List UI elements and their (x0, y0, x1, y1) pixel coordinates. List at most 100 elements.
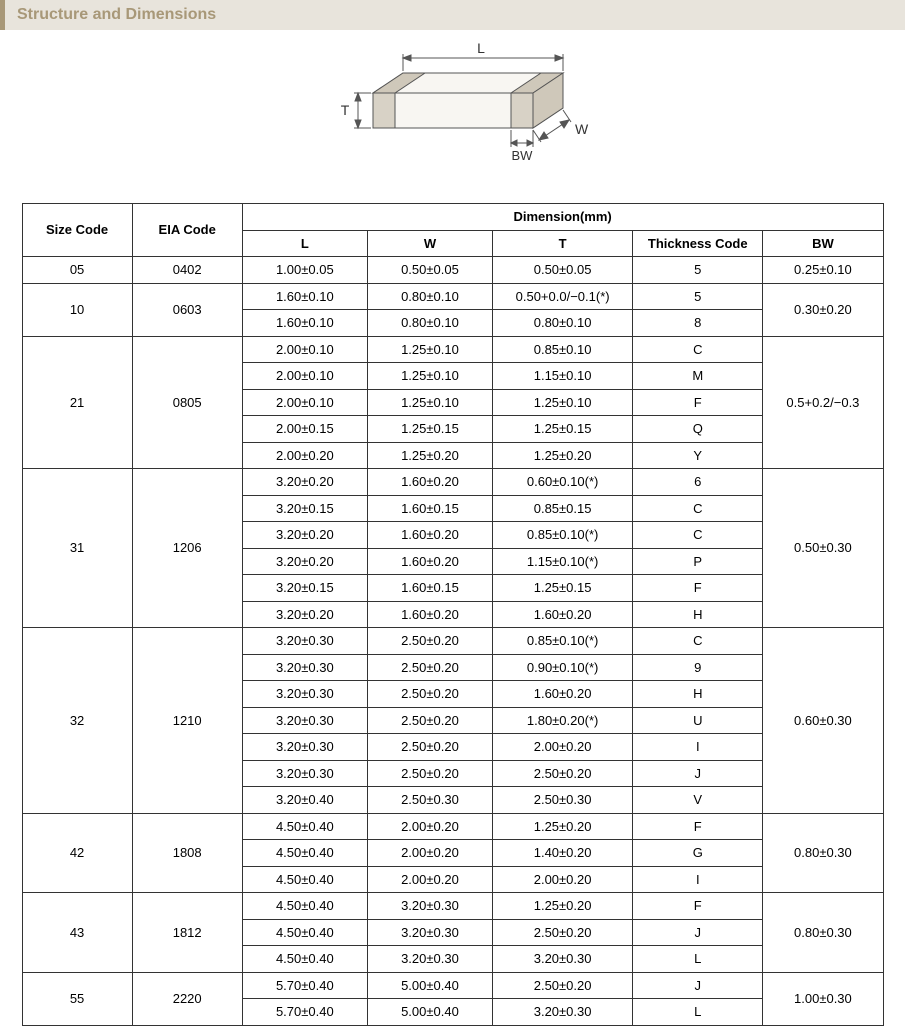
cell-tc: I (633, 734, 763, 761)
cell-tc: G (633, 840, 763, 867)
cell-bw: 0.50±0.30 (763, 469, 883, 628)
cell-T: 2.00±0.20 (493, 734, 633, 761)
col-thickness-code: Thickness Code (633, 230, 763, 257)
cell-T: 1.60±0.20 (493, 681, 633, 708)
cell-tc: V (633, 787, 763, 814)
section-title: Structure and Dimensions (17, 6, 216, 23)
diagram-label-BW: BW (511, 148, 533, 163)
cell-size-code: 42 (22, 813, 132, 893)
cell-T: 1.80±0.20(*) (493, 707, 633, 734)
cell-L: 5.70±0.40 (242, 999, 367, 1026)
cell-eia-code: 1808 (132, 813, 242, 893)
cell-L: 4.50±0.40 (242, 919, 367, 946)
cell-L: 2.00±0.10 (242, 363, 367, 390)
cell-bw: 0.5+0.2/−0.3 (763, 336, 883, 469)
cell-W: 1.60±0.20 (367, 469, 492, 496)
cell-W: 1.25±0.15 (367, 416, 492, 443)
cell-tc: C (633, 628, 763, 655)
cell-L: 1.00±0.05 (242, 257, 367, 284)
cell-T: 0.85±0.10(*) (493, 628, 633, 655)
cell-W: 3.20±0.30 (367, 893, 492, 920)
cell-T: 2.50±0.20 (493, 972, 633, 999)
cell-tc: L (633, 999, 763, 1026)
table-row: 2108052.00±0.101.25±0.100.85±0.10C0.5+0.… (22, 336, 883, 363)
cell-L: 2.00±0.15 (242, 416, 367, 443)
cell-L: 5.70±0.40 (242, 972, 367, 999)
cell-L: 3.20±0.30 (242, 628, 367, 655)
capacitor-diagram-svg: L T W BW (303, 38, 603, 188)
cell-size-code: 32 (22, 628, 132, 814)
cell-tc: F (633, 575, 763, 602)
col-BW: BW (763, 230, 883, 257)
col-T: T (493, 230, 633, 257)
cell-tc: I (633, 866, 763, 893)
cell-tc: U (633, 707, 763, 734)
cell-T: 0.50±0.05 (493, 257, 633, 284)
cell-W: 2.50±0.20 (367, 654, 492, 681)
table-row: 5522205.70±0.405.00±0.402.50±0.20J1.00±0… (22, 972, 883, 999)
cell-T: 1.60±0.20 (493, 601, 633, 628)
col-size-code: Size Code (22, 204, 132, 257)
cell-W: 1.25±0.10 (367, 389, 492, 416)
cell-T: 1.25±0.20 (493, 813, 633, 840)
table-row: 0504021.00±0.050.50±0.050.50±0.0550.25±0… (22, 257, 883, 284)
cell-W: 0.50±0.05 (367, 257, 492, 284)
cell-W: 3.20±0.30 (367, 919, 492, 946)
cell-W: 1.60±0.20 (367, 548, 492, 575)
cell-T: 2.50±0.20 (493, 760, 633, 787)
cell-tc: F (633, 893, 763, 920)
cell-eia-code: 0805 (132, 336, 242, 469)
cell-W: 2.50±0.20 (367, 760, 492, 787)
diagram-label-W: W (575, 121, 589, 137)
cell-eia-code: 1206 (132, 469, 242, 628)
cell-tc: 6 (633, 469, 763, 496)
cell-W: 2.50±0.20 (367, 681, 492, 708)
cell-bw: 0.80±0.30 (763, 893, 883, 973)
cell-L: 3.20±0.15 (242, 575, 367, 602)
cell-tc: C (633, 522, 763, 549)
cell-T: 1.25±0.15 (493, 575, 633, 602)
dimension-diagram: L T W BW (0, 38, 905, 193)
cell-L: 3.20±0.30 (242, 681, 367, 708)
cell-tc: F (633, 813, 763, 840)
cell-W: 2.00±0.20 (367, 840, 492, 867)
cell-W: 1.60±0.15 (367, 495, 492, 522)
cell-tc: J (633, 760, 763, 787)
cell-T: 1.15±0.10 (493, 363, 633, 390)
cell-W: 5.00±0.40 (367, 972, 492, 999)
cell-size-code: 31 (22, 469, 132, 628)
cell-W: 1.25±0.10 (367, 336, 492, 363)
cell-tc: 8 (633, 310, 763, 337)
cell-tc: P (633, 548, 763, 575)
cell-tc: J (633, 919, 763, 946)
col-eia-code: EIA Code (132, 204, 242, 257)
cell-L: 2.00±0.10 (242, 336, 367, 363)
cell-L: 3.20±0.40 (242, 787, 367, 814)
cell-W: 2.00±0.20 (367, 813, 492, 840)
table-row: 4218084.50±0.402.00±0.201.25±0.20F0.80±0… (22, 813, 883, 840)
cell-L: 4.50±0.40 (242, 813, 367, 840)
cell-W: 1.25±0.10 (367, 363, 492, 390)
cell-T: 0.85±0.10 (493, 336, 633, 363)
cell-eia-code: 0402 (132, 257, 242, 284)
cell-T: 2.50±0.30 (493, 787, 633, 814)
cell-tc: F (633, 389, 763, 416)
cell-bw: 0.60±0.30 (763, 628, 883, 814)
cell-W: 1.60±0.20 (367, 601, 492, 628)
col-W: W (367, 230, 492, 257)
cell-tc: C (633, 336, 763, 363)
cell-W: 2.50±0.20 (367, 707, 492, 734)
cell-L: 4.50±0.40 (242, 946, 367, 973)
cell-tc: Q (633, 416, 763, 443)
cell-size-code: 55 (22, 972, 132, 1025)
diagram-label-T: T (340, 102, 349, 118)
cell-L: 3.20±0.30 (242, 654, 367, 681)
cell-W: 2.50±0.20 (367, 734, 492, 761)
cell-T: 0.90±0.10(*) (493, 654, 633, 681)
cell-W: 3.20±0.30 (367, 946, 492, 973)
table-row: 3112063.20±0.201.60±0.200.60±0.10(*)60.5… (22, 469, 883, 496)
cell-T: 0.85±0.10(*) (493, 522, 633, 549)
cell-bw: 1.00±0.30 (763, 972, 883, 1025)
cell-tc: M (633, 363, 763, 390)
cell-tc: C (633, 495, 763, 522)
